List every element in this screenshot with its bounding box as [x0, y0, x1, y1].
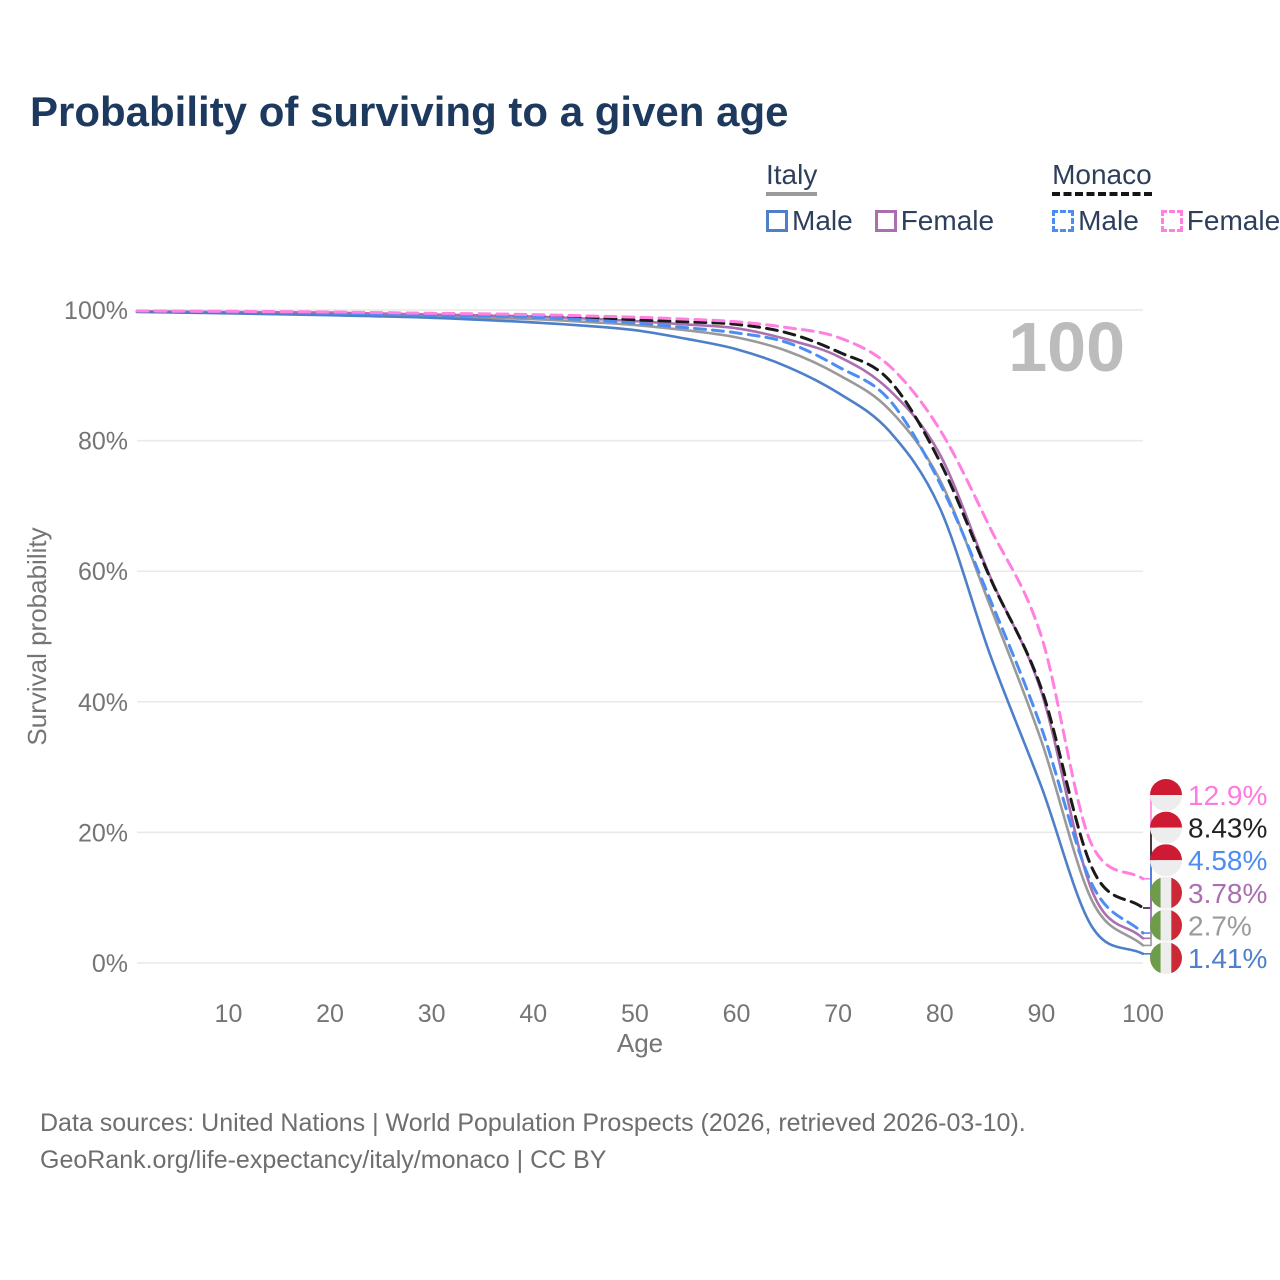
legend-item-label: Male [1078, 205, 1139, 236]
end-value-label-italy-total: 2.7% [1188, 910, 1252, 941]
y-tick-label: 100% [64, 297, 128, 325]
end-value-label-monaco-total: 8.43% [1188, 813, 1267, 844]
x-tick-label: 30 [418, 1000, 446, 1028]
data-source-line: Data sources: United Nations | World Pop… [40, 1109, 1026, 1137]
italy-female-swatch-icon [874, 210, 897, 232]
italy-flag-icon [1150, 909, 1182, 942]
legend-item-monaco-male[interactable]: Male [1052, 205, 1139, 237]
curve-italy-male[interactable] [135, 310, 1145, 956]
x-axis-title: Age [617, 1028, 663, 1058]
monaco-flag-icon [1150, 844, 1182, 877]
monaco-flag-icon [1150, 811, 1182, 844]
y-tick-label: 20% [78, 819, 128, 847]
end-value-label-monaco-male: 4.58% [1188, 845, 1267, 876]
x-tick-label: 40 [519, 1000, 547, 1028]
legend: Italy Male Female Monaco Male [766, 160, 1280, 237]
legend-item-italy-male[interactable]: Male [766, 205, 853, 237]
end-value-label-italy-female: 3.78% [1188, 878, 1267, 909]
y-tick-label: 80% [78, 428, 128, 456]
y-tick-label: 60% [78, 558, 128, 586]
x-tick-label: 50 [621, 1000, 649, 1028]
italy-male-swatch-icon [766, 210, 788, 232]
attribution-line: GeoRank.org/life-expectancy/italy/monaco… [40, 1146, 607, 1174]
legend-group-italy: Italy Male Female [766, 160, 994, 237]
legend-group-italy-title: Italy [766, 160, 818, 196]
y-axis-title: Survival probability [22, 527, 52, 745]
curve-italy-total[interactable] [135, 310, 1145, 947]
monaco-flag-icon [1150, 779, 1182, 811]
italy-flag-icon [1150, 942, 1182, 974]
footer: Data sources: United Nations | World Pop… [40, 1105, 1026, 1179]
x-tick-label: 80 [926, 1000, 954, 1028]
monaco-male-swatch-icon [1052, 210, 1075, 232]
legend-item-label: Male [792, 205, 853, 236]
x-tick-label: 90 [1027, 1000, 1055, 1028]
legend-item-label: Female [1186, 205, 1280, 236]
y-tick-label: 40% [78, 689, 128, 717]
curve-monaco-male[interactable] [135, 309, 1145, 935]
monaco-female-swatch-icon [1160, 210, 1183, 232]
legend-item-monaco-female[interactable]: Female [1160, 205, 1280, 237]
curve-monaco-female[interactable] [135, 309, 1145, 881]
italy-flag-icon [1150, 876, 1182, 909]
page-title: Probability of surviving to a given age [30, 88, 789, 135]
x-tick-label: 70 [824, 1000, 852, 1028]
legend-item-italy-female[interactable]: Female [874, 205, 995, 237]
legend-group-monaco-title: Monaco [1052, 160, 1152, 196]
x-tick-label: 100 [1122, 1000, 1164, 1028]
x-tick-label: 10 [215, 1000, 243, 1028]
curve-italy-female[interactable] [135, 310, 1145, 940]
x-tick-label: 20 [316, 1000, 344, 1028]
hover-age-watermark: 100 [1008, 308, 1125, 386]
end-value-label-italy-male: 1.41% [1188, 943, 1267, 974]
x-tick-label: 60 [723, 1000, 751, 1028]
legend-item-label: Female [900, 205, 995, 236]
end-value-label-monaco-female: 12.9% [1188, 780, 1267, 811]
legend-group-monaco: Monaco Male Female [1052, 160, 1280, 237]
y-tick-label: 0% [92, 950, 128, 978]
